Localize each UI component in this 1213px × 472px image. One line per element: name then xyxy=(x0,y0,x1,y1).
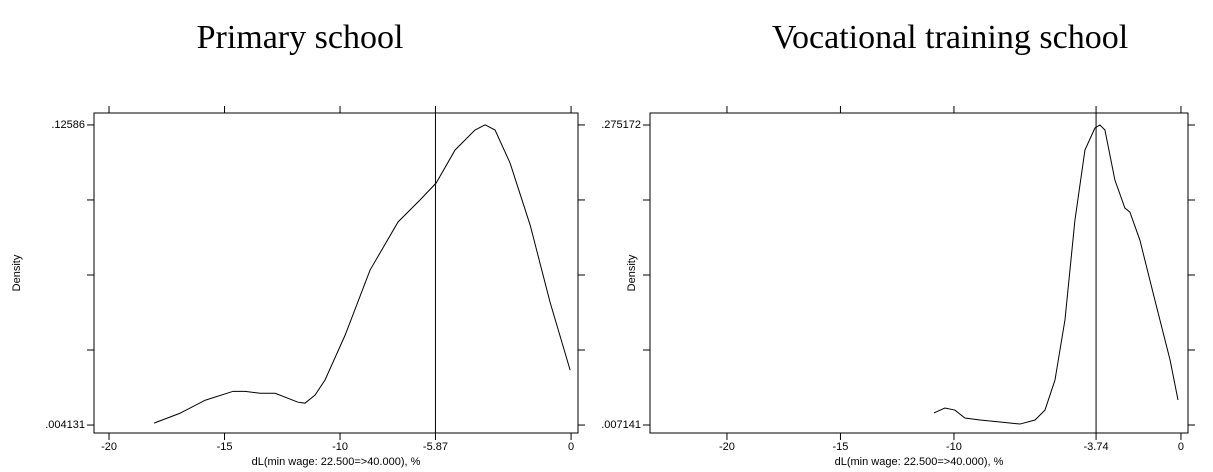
density-line xyxy=(933,124,1179,425)
x-axis-title: dL(min wage: 22.500=>40.000), % xyxy=(252,456,421,468)
y-axis-title: Density xyxy=(626,254,638,291)
x-tick-label: 0 xyxy=(568,441,574,453)
chart-title: Vocational training school xyxy=(772,19,1128,56)
x-tick-label: 0 xyxy=(1178,441,1184,453)
x-tick-label: -10 xyxy=(946,441,962,453)
plot-frame xyxy=(649,112,1189,434)
chart-title: Primary school xyxy=(197,19,404,56)
x-tick-label: -20 xyxy=(101,441,117,453)
y-tick-label: .004131 xyxy=(45,419,85,431)
y-tick-label: .007141 xyxy=(601,419,641,431)
x-tick-label: -20 xyxy=(719,441,735,453)
x-axis-title: dL(min wage: 22.500=>40.000), % xyxy=(835,456,1004,468)
plot-frame xyxy=(93,112,579,434)
x-tick-label: -15 xyxy=(217,441,233,453)
x-tick-label: -10 xyxy=(332,441,348,453)
y-axis-title: Density xyxy=(11,254,23,291)
density-line xyxy=(153,124,571,424)
y-tick-label: .12586 xyxy=(51,119,85,131)
y-tick-label: .275172 xyxy=(601,119,641,131)
x-tick-label: -5.87 xyxy=(423,441,448,453)
x-tick-label: -3.74 xyxy=(1084,441,1109,453)
x-tick-label: -15 xyxy=(833,441,849,453)
